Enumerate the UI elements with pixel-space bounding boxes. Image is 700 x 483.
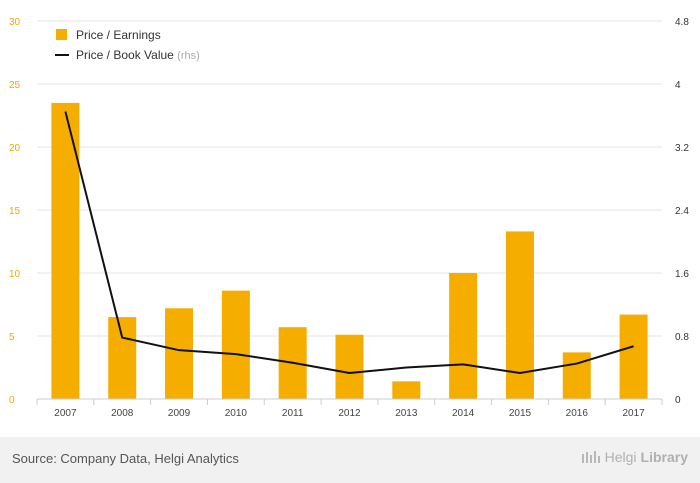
pe-bar <box>562 352 591 399</box>
pe-bar <box>108 317 137 399</box>
x-tick-label: 2009 <box>168 408 191 419</box>
pe-bar <box>619 314 648 399</box>
footer: Source: Company Data, Helgi Analytics He… <box>0 437 700 483</box>
pbv-line-group <box>64 111 634 375</box>
y-right-tick-label: 0 <box>675 395 681 406</box>
grid-lines <box>37 20 662 400</box>
legend-line-label: Price / Book Value (rhs) <box>76 48 200 62</box>
brand-logo: Helgi Library <box>581 449 688 465</box>
library-icon <box>581 451 600 463</box>
y-right-tick-label: 4 <box>675 80 681 91</box>
y-axis-left: 0 5 10 15 20 25 30 <box>9 17 21 406</box>
legend: Price / Earnings Price / Book Value (rhs… <box>55 28 200 62</box>
x-tick-label: 2014 <box>452 408 475 419</box>
y-axis-right: 0 0.8 1.6 2.4 3.2 4 4.8 <box>675 17 689 406</box>
x-tick-label: 2012 <box>338 408 361 419</box>
y-left-tick-label: 10 <box>9 269 21 280</box>
pe-bar <box>165 308 194 399</box>
legend-line-suffix: (rhs) <box>177 50 200 62</box>
y-left-tick-label: 25 <box>9 80 21 91</box>
y-left-tick-label: 30 <box>9 17 21 28</box>
y-right-tick-label: 4.8 <box>675 17 689 28</box>
x-tick-label: 2016 <box>566 408 589 419</box>
pe-bar <box>335 334 364 399</box>
x-tick-label: 2007 <box>54 408 77 419</box>
legend-bar-label: Price / Earnings <box>76 28 161 42</box>
x-tick-label: 2011 <box>282 408 304 419</box>
brand-bold: Library <box>640 449 688 465</box>
y-right-tick-label: 0.8 <box>675 332 689 343</box>
x-tick-label: 2010 <box>225 408 248 419</box>
pe-bar <box>449 273 478 399</box>
legend-bar-swatch <box>56 29 67 40</box>
y-left-tick-label: 20 <box>9 143 21 154</box>
pbv-line <box>64 111 634 375</box>
chart: 2007 2008 2009 2010 2011 2012 2013 2014 2015 2016… <box>9 17 689 419</box>
source-text: Source: Company Data, Helgi Analytics <box>12 451 239 466</box>
x-axis: 2007 2008 2009 2010 2011 2012 2013 2014 2015 2016… <box>36 398 663 419</box>
brand-light: Helgi <box>604 449 637 465</box>
y-left-tick-label: 15 <box>9 206 21 217</box>
y-right-tick-label: 1.6 <box>675 269 689 280</box>
x-tick-label: 2015 <box>509 408 532 419</box>
y-right-tick-label: 2.4 <box>675 206 689 217</box>
x-tick-label: 2013 <box>395 408 418 419</box>
y-right-tick-label: 3.2 <box>675 143 689 154</box>
y-left-tick-label: 5 <box>9 332 15 343</box>
legend-line-text: Price / Book Value <box>76 48 174 62</box>
pe-bar <box>392 381 421 399</box>
x-tick-label: 2017 <box>622 408 645 419</box>
pe-bar <box>221 290 250 399</box>
y-left-tick-label: 0 <box>9 395 15 406</box>
x-tick-label: 2008 <box>111 408 134 419</box>
